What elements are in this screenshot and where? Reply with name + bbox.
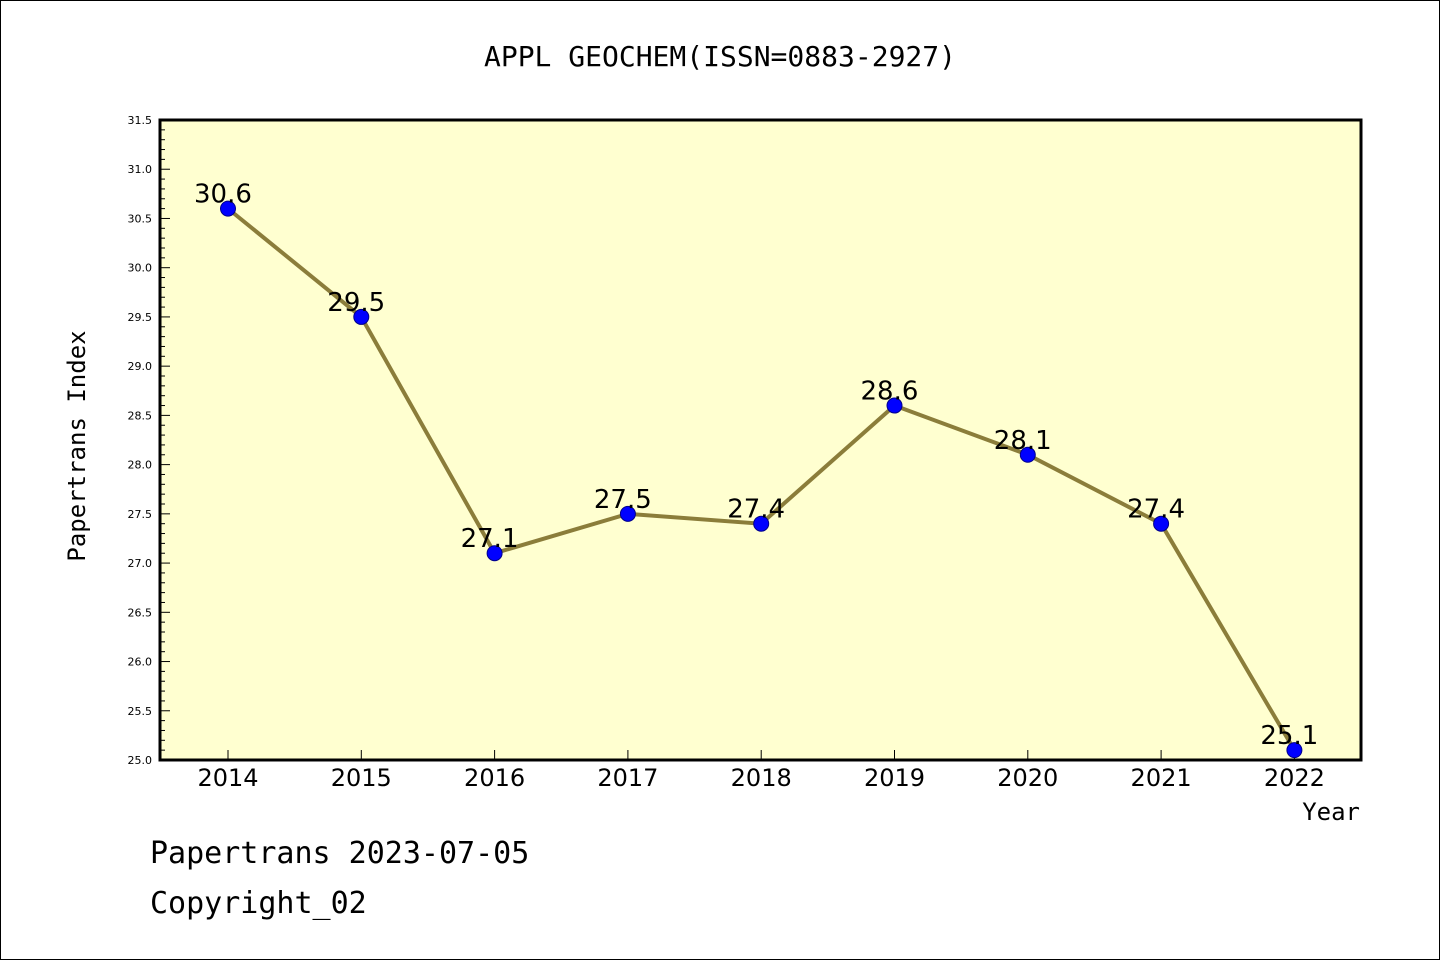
x-tick-label: 2020 (997, 764, 1058, 792)
data-point (1286, 742, 1303, 759)
y-tick-label: 27.0 (128, 557, 153, 570)
footer-copyright: Copyright_02 (150, 886, 367, 921)
y-tick-label: 25.0 (128, 754, 153, 767)
y-tick-label: 25.5 (128, 705, 153, 718)
x-tick-label: 2021 (1131, 764, 1192, 792)
plot-area (160, 120, 1361, 760)
y-tick-label: 26.0 (128, 656, 153, 669)
data-label: 27.4 (1127, 495, 1185, 525)
y-tick-label: 31.5 (128, 114, 153, 127)
x-tick-label: 2014 (197, 764, 258, 792)
data-point (353, 308, 370, 325)
y-axis-label: Papertrans Index (63, 330, 91, 561)
y-tick-label: 30.5 (128, 212, 153, 225)
y-tick-label: 31.0 (128, 163, 153, 176)
x-tick-label: 2016 (464, 764, 525, 792)
data-point (753, 515, 770, 532)
data-point (220, 200, 236, 217)
data-label: 25.1 (1260, 721, 1318, 751)
data-label: 28.6 (861, 377, 919, 407)
data-point (1153, 515, 1170, 532)
plot-border (158, 118, 1363, 762)
data-label: 28.1 (994, 426, 1052, 456)
data-point (886, 397, 903, 414)
y-tick-label: 30.0 (128, 262, 153, 275)
x-axis-label: Year (1302, 798, 1360, 826)
data-label: 27.4 (727, 495, 785, 525)
data-point (1019, 446, 1036, 463)
data-labels: 30.6 29.5 27.1 27.5 27.4 28.6 28.1 27.4 25.1 (194, 180, 1318, 752)
x-tick-label: 2017 (597, 764, 658, 792)
x-tick-label: 2022 (1264, 764, 1325, 792)
data-label: 27.1 (461, 524, 519, 554)
data-point (619, 505, 636, 522)
y-tick-label: 28.5 (128, 409, 153, 422)
x-tick-label: 2018 (731, 764, 792, 792)
y-tick-label: 29.0 (128, 360, 153, 373)
footer-date: Papertrans 2023-07-05 (150, 836, 530, 871)
x-tick-label: 2015 (331, 764, 392, 792)
y-tick-label: 27.5 (128, 508, 153, 521)
data-points (220, 200, 1303, 759)
data-label: 27.5 (594, 485, 652, 515)
x-axis-ticks: 2014 2015 2016 2017 2018 2019 2020 2021 2022 (197, 750, 1325, 792)
data-label: 29.5 (327, 288, 385, 318)
data-label: 30.6 (194, 180, 252, 210)
y-tick-label: 26.5 (128, 606, 153, 619)
data-point (486, 545, 503, 562)
chart-title: APPL GEOCHEM(ISSN=0883-2927) (484, 40, 956, 73)
x-tick-label: 2019 (864, 764, 925, 792)
y-axis-ticks: 25.0 25.5 26.0 26.5 27.0 27.5 28.0 28.5 29.0 29.5… (128, 114, 170, 767)
y-tick-label: 29.5 (128, 311, 153, 324)
y-tick-label: 28.0 (128, 459, 153, 472)
